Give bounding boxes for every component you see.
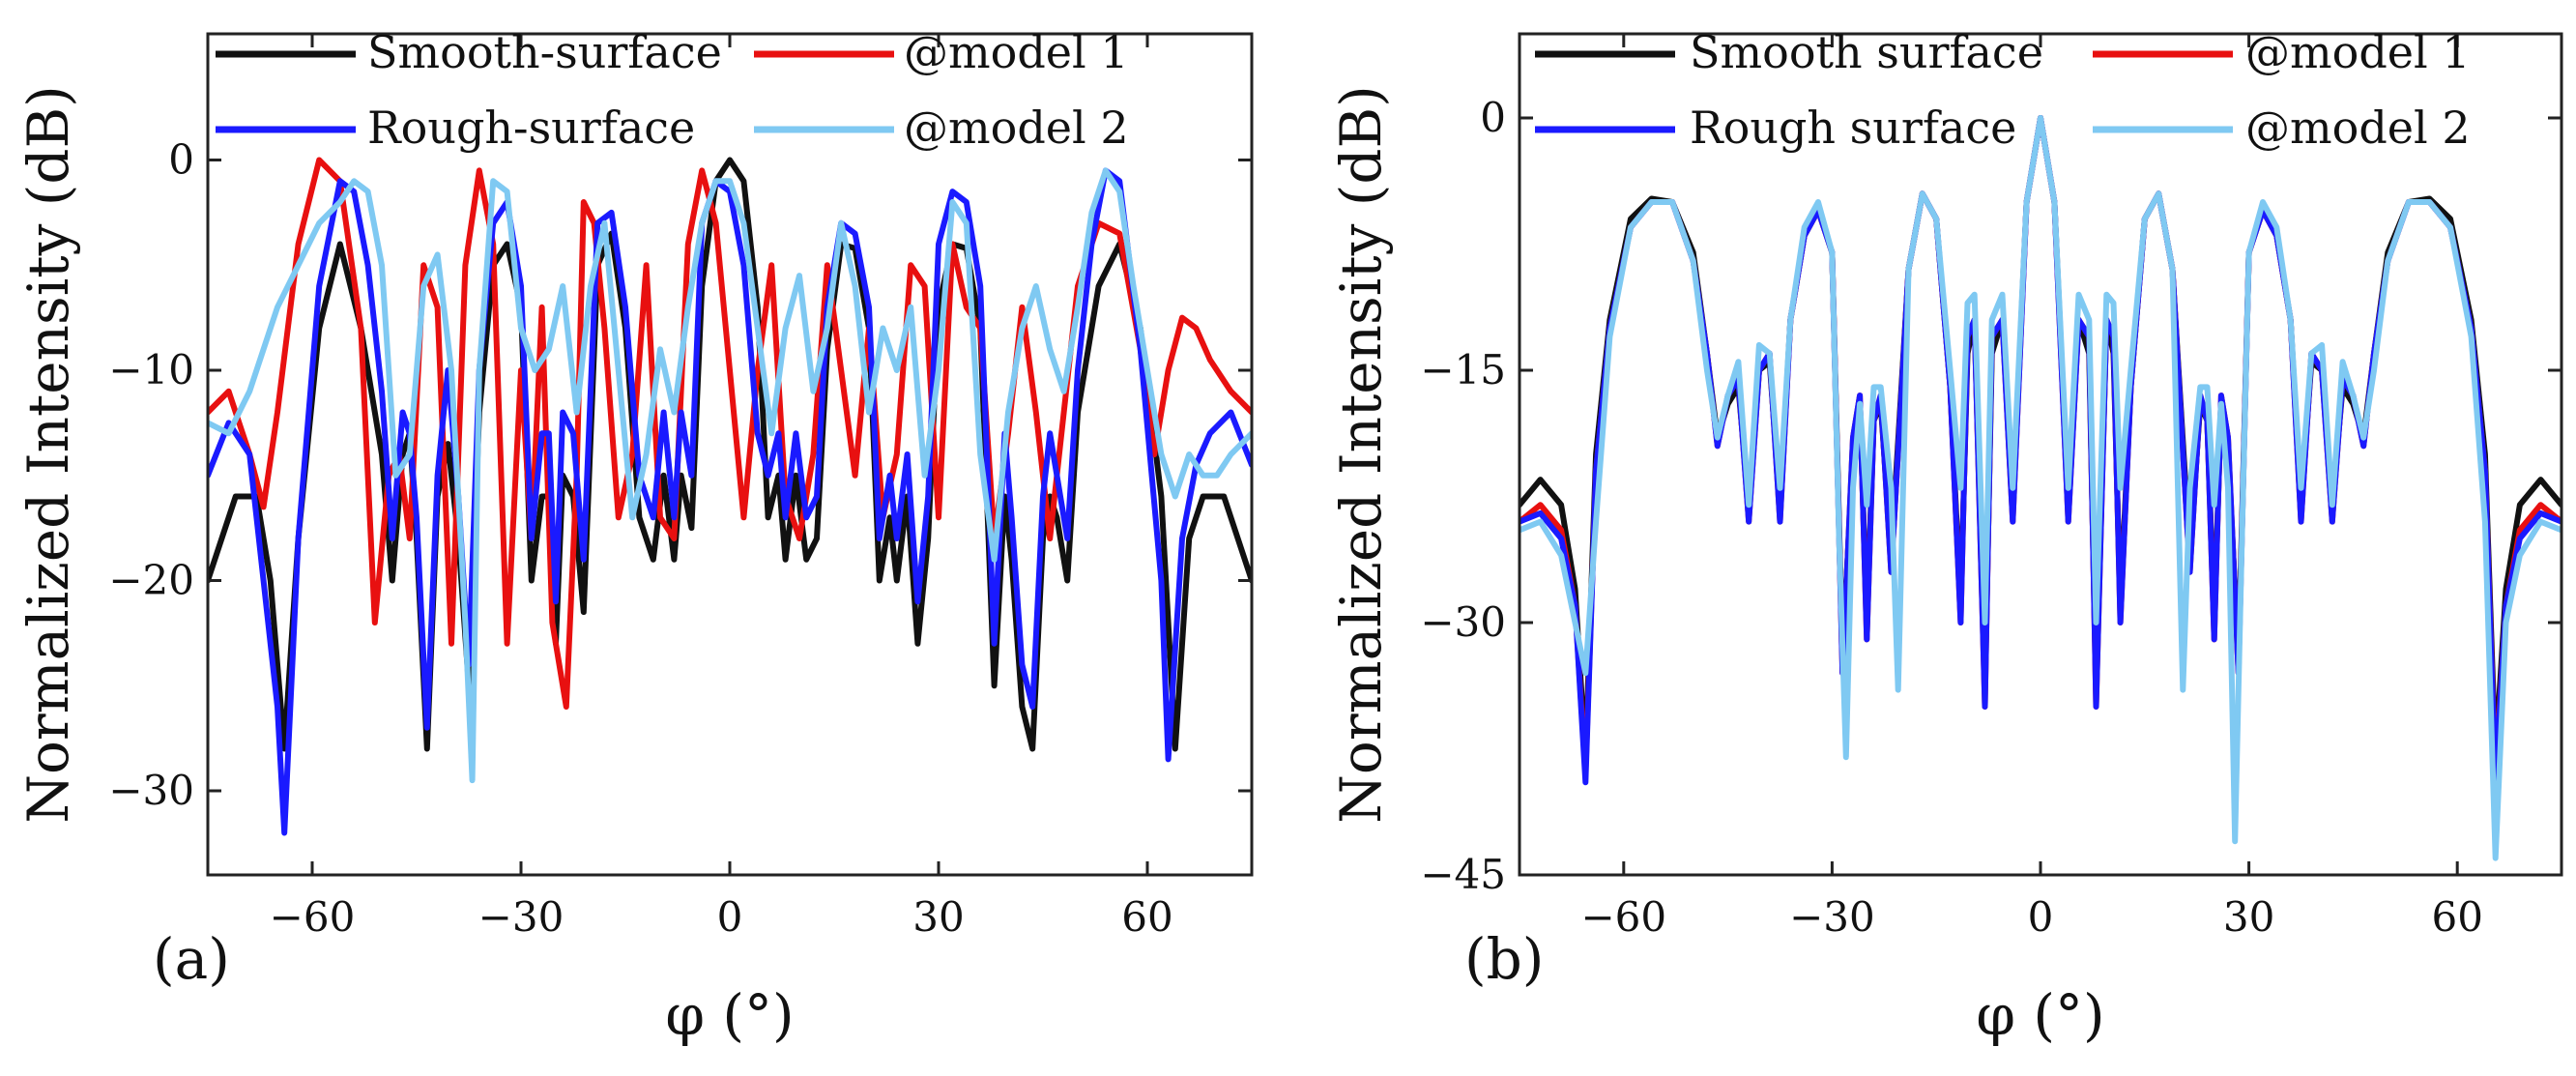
y-tick-label: −10	[108, 346, 194, 393]
legend-label: @model 1	[904, 26, 1129, 78]
legend-label: @model 2	[2245, 102, 2471, 154]
series-line-model-2	[208, 167, 1252, 784]
x-axis-label: φ (°)	[665, 982, 794, 1048]
series-line-rough-surface	[208, 167, 1252, 836]
x-tick-label: −60	[270, 893, 356, 941]
legend-label: Smooth-surface	[367, 26, 722, 78]
y-tick-label: −30	[1420, 598, 1506, 646]
x-tick-label: 0	[717, 893, 743, 941]
y-tick-label: 0	[168, 136, 194, 184]
legend-label: @model 2	[904, 102, 1129, 154]
x-tick-label: 60	[2431, 893, 2482, 941]
x-tick-label: 30	[2223, 893, 2274, 941]
legend-label: Smooth surface	[1690, 26, 2043, 78]
y-tick-label: −30	[108, 767, 194, 814]
series-line-model-2	[1520, 115, 2562, 861]
y-axis-label: Normalized Intensity (dB)	[15, 85, 81, 824]
legend: Smooth-surface @model 1 Rough-surface @mode…	[216, 26, 1129, 154]
legend-label: Rough surface	[1690, 102, 2016, 154]
panel-label: (b)	[1464, 926, 1544, 992]
panel-label: (a)	[153, 926, 230, 992]
x-axis-label: φ (°)	[1976, 982, 2104, 1048]
y-tick-label: −45	[1420, 851, 1506, 898]
y-axis-label: Normalized Intensity (dB)	[1328, 85, 1394, 824]
x-tick-label: −60	[1580, 893, 1666, 941]
x-tick-label: 60	[1121, 893, 1172, 941]
x-tick-label: 0	[2028, 893, 2054, 941]
x-tick-label: −30	[478, 893, 564, 941]
chart-panel-2: −60 −30 0 30 60 0 −15 −30 −45 φ (°) Normalized Int…	[1328, 26, 2563, 1048]
x-tick-label: 30	[912, 893, 964, 941]
series-group	[1520, 115, 2562, 861]
y-tick-label: −15	[1420, 346, 1506, 393]
legend: Smooth surface @model 1 Rough surface @mode…	[1535, 26, 2471, 154]
y-tick-label: −20	[108, 557, 194, 604]
legend-label: @model 1	[2245, 26, 2471, 78]
chart-panel-1: −60 −30 0 30 60 0 −10 −20 −30 φ (°) Normalized Int…	[15, 26, 1254, 1048]
x-tick-label: −30	[1789, 893, 1875, 941]
y-tick-label: 0	[1480, 94, 1506, 141]
legend-label: Rough-surface	[367, 102, 695, 154]
series-line-model-1	[208, 157, 1252, 710]
series-group	[208, 157, 1252, 836]
plot-frame	[1518, 32, 2563, 877]
